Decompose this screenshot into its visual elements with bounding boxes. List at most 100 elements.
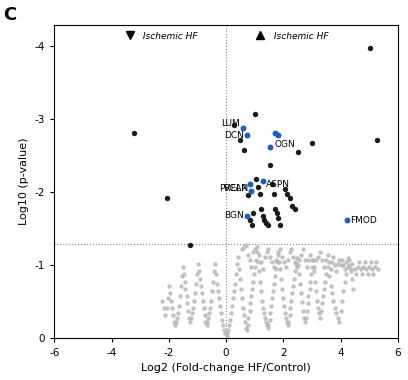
Point bbox=[288, 246, 295, 252]
Point bbox=[304, 264, 310, 270]
Point bbox=[201, 312, 208, 318]
Point bbox=[317, 249, 323, 255]
Point bbox=[295, 149, 302, 155]
Point bbox=[269, 180, 276, 187]
Point bbox=[274, 210, 280, 216]
Point bbox=[246, 217, 253, 223]
Point bbox=[235, 254, 242, 260]
Point bbox=[327, 266, 334, 272]
Point bbox=[238, 286, 244, 292]
Point bbox=[214, 281, 220, 287]
Point bbox=[265, 322, 272, 328]
Point bbox=[374, 137, 380, 143]
Point bbox=[287, 305, 294, 311]
Point bbox=[275, 215, 282, 221]
Point bbox=[292, 259, 299, 265]
Point bbox=[332, 263, 338, 269]
Point bbox=[251, 271, 257, 277]
Point bbox=[290, 254, 297, 260]
Point bbox=[160, 305, 167, 311]
Point bbox=[350, 286, 357, 292]
Point bbox=[210, 279, 217, 285]
Point bbox=[222, 329, 228, 336]
Point bbox=[309, 140, 316, 146]
Point bbox=[339, 298, 345, 304]
Point bbox=[330, 254, 337, 260]
Point bbox=[284, 191, 290, 197]
Point bbox=[272, 206, 279, 212]
Text: PRELP: PRELP bbox=[220, 184, 247, 193]
Point bbox=[254, 249, 260, 255]
Point bbox=[282, 310, 288, 316]
Point bbox=[302, 315, 309, 321]
Point bbox=[264, 325, 271, 331]
Point bbox=[262, 220, 269, 226]
Point bbox=[244, 327, 250, 333]
Point bbox=[346, 256, 353, 263]
Point bbox=[228, 310, 235, 316]
Point bbox=[336, 319, 342, 325]
Point bbox=[212, 261, 218, 267]
Point bbox=[226, 322, 233, 328]
Point bbox=[357, 266, 364, 272]
Point bbox=[202, 319, 209, 325]
Point bbox=[282, 315, 289, 321]
Text: OGN: OGN bbox=[275, 140, 295, 149]
Text: BGN: BGN bbox=[225, 211, 244, 220]
Point bbox=[281, 302, 287, 309]
Point bbox=[267, 144, 274, 150]
Point bbox=[267, 310, 274, 316]
Point bbox=[173, 319, 179, 325]
Point bbox=[206, 310, 213, 316]
Point bbox=[219, 317, 225, 323]
Point bbox=[265, 246, 272, 252]
Point bbox=[304, 308, 310, 314]
Point bbox=[249, 286, 256, 292]
Point bbox=[173, 315, 180, 321]
Point bbox=[296, 256, 302, 263]
Point bbox=[271, 264, 277, 270]
Text: ASPN: ASPN bbox=[266, 180, 290, 189]
Point bbox=[262, 254, 268, 260]
Point bbox=[315, 254, 322, 260]
Point bbox=[224, 329, 231, 336]
Point bbox=[187, 319, 193, 325]
Point bbox=[248, 293, 255, 299]
Y-axis label: Log10 (p-value): Log10 (p-value) bbox=[20, 138, 29, 225]
Point bbox=[349, 276, 355, 282]
Point bbox=[302, 319, 308, 325]
Point bbox=[274, 259, 280, 265]
Point bbox=[208, 298, 215, 304]
Point bbox=[207, 305, 213, 311]
Point bbox=[293, 261, 299, 267]
Point bbox=[366, 264, 373, 270]
Point bbox=[304, 300, 311, 306]
Point bbox=[158, 298, 165, 304]
Point bbox=[372, 264, 378, 270]
Point bbox=[242, 242, 249, 248]
Point bbox=[299, 246, 306, 252]
Point bbox=[197, 283, 204, 289]
Point bbox=[192, 290, 198, 296]
Point bbox=[297, 281, 303, 287]
Point bbox=[255, 259, 262, 265]
Point bbox=[259, 179, 266, 185]
Point bbox=[239, 295, 245, 301]
Point bbox=[298, 252, 304, 258]
Point bbox=[163, 305, 170, 311]
Point bbox=[282, 186, 288, 192]
Point bbox=[294, 255, 300, 261]
Point bbox=[311, 268, 317, 274]
Point bbox=[241, 244, 247, 250]
Point bbox=[306, 286, 313, 292]
Point bbox=[231, 288, 237, 294]
Point bbox=[244, 252, 251, 258]
Point bbox=[259, 266, 266, 272]
Point bbox=[246, 256, 253, 263]
Point bbox=[188, 315, 195, 321]
Point bbox=[308, 271, 315, 277]
Point bbox=[162, 312, 169, 318]
Point bbox=[256, 268, 262, 274]
Point bbox=[239, 125, 246, 131]
Text: LUM: LUM bbox=[222, 119, 240, 128]
